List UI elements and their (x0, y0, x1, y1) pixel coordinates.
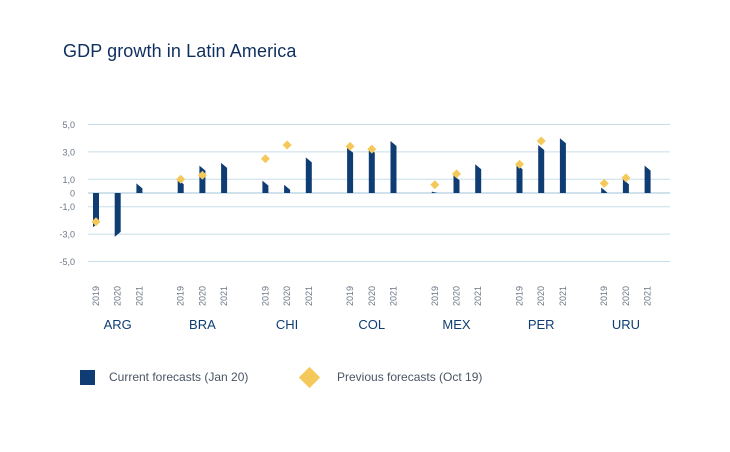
x-tick-label-year: 2020 (113, 286, 123, 306)
bar-current (390, 140, 397, 193)
bar-current (221, 162, 228, 193)
legend-bar-swatch (80, 369, 95, 385)
marker-previous (345, 141, 355, 151)
legend-diamond-swatch (298, 366, 321, 388)
bar-current (93, 193, 99, 228)
category-label: BRA (189, 317, 216, 332)
x-tick-label-year: 2021 (643, 286, 653, 306)
x-tick-label-year: 2020 (367, 286, 377, 306)
x-tick-label-year: 2020 (197, 286, 207, 306)
x-tick-label-year: 2020 (452, 286, 462, 306)
category-label: MEX (442, 317, 471, 332)
category-label: PER (528, 317, 555, 332)
bar-current (475, 164, 482, 193)
bar-current (601, 187, 608, 193)
marker-previous (367, 144, 377, 154)
bar-current (516, 164, 523, 193)
x-tick-label-year: 2020 (282, 286, 292, 306)
legend-previous-label: Previous forecasts (Oct 19) (337, 370, 483, 384)
x-tick-label-year: 2020 (536, 286, 546, 306)
legend-current: Current forecasts (Jan 20) (80, 366, 248, 388)
x-tick-label-year: 2021 (134, 286, 144, 306)
x-tick-label-year: 2021 (304, 286, 314, 306)
x-tick-label-year: 2019 (91, 286, 101, 306)
marker-previous (452, 169, 461, 179)
bar-current (136, 183, 143, 193)
marker-previous (430, 180, 440, 190)
bar-current (305, 157, 312, 193)
bar-current (262, 180, 269, 193)
marker-previous (260, 154, 270, 164)
bar-current (431, 191, 438, 193)
y-tick-label: -1,0 (59, 202, 75, 212)
bar-current (368, 147, 375, 193)
marker-previous (621, 173, 631, 183)
x-tick-label-year: 2019 (599, 286, 609, 306)
x-tick-label-year: 2019 (430, 286, 440, 306)
marker-previous (197, 170, 207, 180)
bar-current (644, 165, 651, 193)
y-tick-label: 1,0 (62, 175, 75, 185)
y-tick-label: -3,0 (59, 230, 75, 240)
x-tick-label-year: 2021 (558, 286, 568, 306)
marker-previous (536, 136, 546, 146)
y-tick-label: 3,0 (62, 147, 75, 157)
x-tick-label-year: 2021 (389, 286, 399, 306)
category-label: ARG (104, 317, 132, 332)
marker-previous (282, 140, 292, 150)
bar-current (453, 175, 460, 193)
marker-previous (515, 159, 524, 169)
category-label: COL (358, 317, 385, 332)
bar-current (347, 147, 354, 193)
chart-title: GDP growth in Latin America (63, 41, 297, 61)
marker-previous (91, 217, 101, 227)
x-tick-label-year: 2021 (219, 286, 229, 306)
bar-current (559, 138, 566, 193)
x-tick-label-year: 2019 (345, 286, 355, 306)
y-tick-label: 0 (70, 189, 75, 199)
x-tick-label-year: 2020 (621, 286, 631, 306)
legend-current-label: Current forecasts (Jan 20) (109, 370, 249, 384)
x-tick-label-year: 2021 (473, 286, 483, 306)
x-tick-label-year: 2019 (176, 286, 186, 306)
y-tick-label: -5,0 (59, 257, 75, 267)
bar-current (538, 145, 545, 193)
bar-current (284, 184, 291, 193)
y-tick-label: 5,0 (62, 120, 75, 130)
x-tick-label-year: 2019 (260, 286, 270, 306)
bar-current (622, 179, 629, 193)
marker-previous (176, 174, 186, 184)
bar-current (177, 179, 184, 193)
x-tick-label-year: 2019 (515, 286, 525, 306)
legend-previous: Previous forecasts (Oct 19) (298, 366, 482, 388)
category-label: CHI (276, 317, 298, 332)
bar-current (114, 193, 121, 237)
marker-previous (599, 178, 609, 188)
category-label: URU (612, 317, 640, 332)
